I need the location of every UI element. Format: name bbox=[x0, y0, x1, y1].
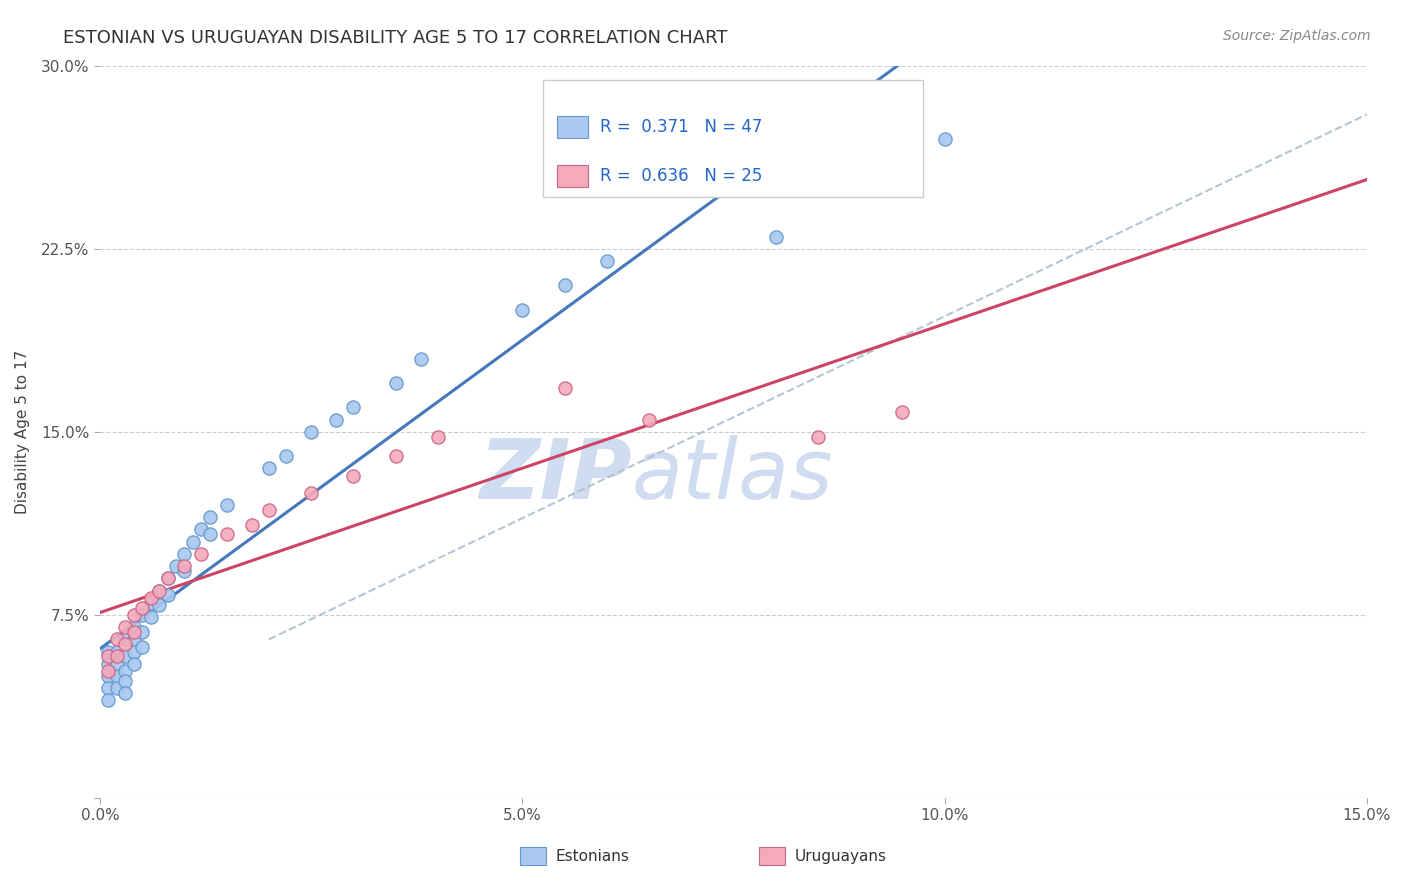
Point bbox=[122, 657, 145, 671]
Y-axis label: Disability Age 5 to 17: Disability Age 5 to 17 bbox=[15, 350, 30, 514]
Point bbox=[139, 596, 162, 610]
Point bbox=[215, 498, 238, 512]
Point bbox=[148, 598, 170, 612]
Point bbox=[97, 681, 120, 696]
Point bbox=[122, 625, 145, 640]
Point bbox=[105, 681, 128, 696]
Point bbox=[131, 640, 153, 654]
Text: R =  0.371   N = 47: R = 0.371 N = 47 bbox=[599, 118, 762, 136]
Point bbox=[105, 649, 128, 664]
Point bbox=[122, 644, 145, 658]
Text: ZIP: ZIP bbox=[479, 435, 633, 516]
Text: Uruguayans: Uruguayans bbox=[794, 849, 886, 863]
Text: Source: ZipAtlas.com: Source: ZipAtlas.com bbox=[1223, 29, 1371, 43]
Point bbox=[198, 527, 221, 541]
Point bbox=[105, 657, 128, 671]
Point bbox=[342, 401, 364, 415]
Point bbox=[934, 132, 956, 146]
Point bbox=[122, 632, 145, 647]
Point bbox=[114, 632, 136, 647]
Point bbox=[105, 632, 128, 647]
Point bbox=[173, 564, 195, 578]
Text: Estonians: Estonians bbox=[555, 849, 630, 863]
Point bbox=[156, 589, 179, 603]
Point bbox=[891, 405, 914, 419]
Point bbox=[240, 517, 263, 532]
Point bbox=[165, 559, 187, 574]
Text: R =  0.636   N = 25: R = 0.636 N = 25 bbox=[599, 168, 762, 186]
Point bbox=[97, 693, 120, 707]
Point bbox=[139, 591, 162, 605]
Point bbox=[114, 620, 136, 634]
Point bbox=[114, 673, 136, 688]
Point bbox=[148, 583, 170, 598]
Point bbox=[638, 412, 661, 426]
Point bbox=[299, 425, 322, 439]
Point bbox=[274, 449, 297, 463]
Point bbox=[215, 527, 238, 541]
Point bbox=[97, 649, 120, 664]
Point bbox=[426, 430, 449, 444]
Point bbox=[105, 644, 128, 658]
Point bbox=[765, 229, 787, 244]
Point bbox=[181, 534, 204, 549]
Point bbox=[122, 607, 145, 622]
Point bbox=[325, 412, 347, 426]
Point bbox=[554, 278, 576, 293]
Point bbox=[384, 449, 406, 463]
Point bbox=[114, 637, 136, 651]
Point bbox=[148, 583, 170, 598]
Point bbox=[97, 664, 120, 678]
Point bbox=[299, 486, 322, 500]
Text: ESTONIAN VS URUGUAYAN DISABILITY AGE 5 TO 17 CORRELATION CHART: ESTONIAN VS URUGUAYAN DISABILITY AGE 5 T… bbox=[63, 29, 728, 46]
Point bbox=[807, 430, 830, 444]
Point bbox=[198, 510, 221, 524]
Point bbox=[139, 610, 162, 624]
Point bbox=[156, 571, 179, 585]
Point bbox=[173, 559, 195, 574]
Point bbox=[596, 254, 619, 268]
Point bbox=[190, 523, 212, 537]
Point bbox=[384, 376, 406, 390]
Point bbox=[131, 607, 153, 622]
Point bbox=[342, 468, 364, 483]
Point bbox=[131, 625, 153, 640]
Point bbox=[97, 657, 120, 671]
Text: atlas: atlas bbox=[633, 435, 834, 516]
Point bbox=[114, 649, 136, 664]
Point bbox=[105, 669, 128, 683]
Point bbox=[156, 571, 179, 585]
Point bbox=[122, 620, 145, 634]
Point bbox=[114, 664, 136, 678]
Point bbox=[97, 644, 120, 658]
Point bbox=[409, 351, 432, 366]
Point bbox=[190, 547, 212, 561]
Point bbox=[97, 669, 120, 683]
Point bbox=[131, 600, 153, 615]
Point bbox=[257, 461, 280, 475]
Point bbox=[554, 381, 576, 395]
Point bbox=[173, 547, 195, 561]
Point bbox=[257, 503, 280, 517]
Point bbox=[114, 686, 136, 700]
Point bbox=[510, 302, 533, 317]
